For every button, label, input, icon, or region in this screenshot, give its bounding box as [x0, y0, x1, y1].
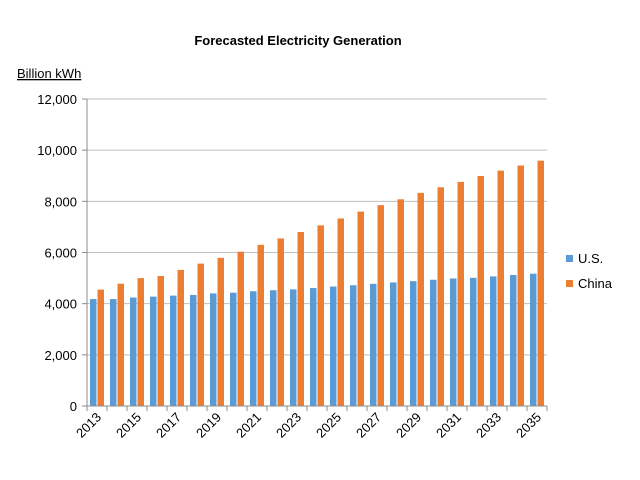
bar-us-2031 — [450, 278, 457, 406]
bar-china-2035 — [537, 160, 544, 406]
bar-china-2025 — [337, 218, 344, 406]
bar-us-2022 — [270, 290, 277, 406]
bar-china-2017 — [177, 269, 184, 406]
x-tick-label: 2017 — [153, 410, 184, 441]
bar-us-2024 — [310, 288, 317, 406]
bar-china-2019 — [217, 257, 224, 406]
x-tick-label: 2015 — [113, 410, 144, 441]
bar-us-2032 — [470, 277, 477, 406]
bar-us-2018 — [190, 294, 197, 406]
bar-china-2014 — [117, 283, 124, 406]
x-tick-label: 2027 — [353, 410, 384, 441]
bar-us-2014 — [110, 299, 117, 406]
y-tick-label: 8,000 — [44, 194, 77, 209]
bar-china-2032 — [477, 176, 484, 406]
y-tick-label: 12,000 — [37, 92, 77, 107]
bar-us-2023 — [290, 289, 297, 406]
bar-us-2017 — [170, 295, 177, 406]
x-tick-label: 2021 — [233, 410, 264, 441]
bar-us-2028 — [390, 282, 397, 406]
x-tick-label: 2023 — [273, 410, 304, 441]
bar-us-2034 — [510, 275, 517, 406]
bar-china-2024 — [317, 225, 324, 406]
bar-us-2021 — [250, 291, 257, 406]
bar-us-2016 — [150, 296, 157, 406]
bar-us-2019 — [210, 293, 217, 406]
y-tick-label: 0 — [70, 399, 77, 414]
bar-china-2026 — [357, 211, 364, 406]
bar-us-2020 — [230, 292, 237, 406]
bar-us-2035 — [530, 273, 537, 406]
legend-label: China — [578, 276, 613, 291]
x-tick-label: 2013 — [73, 410, 104, 441]
bar-china-2015 — [137, 278, 144, 406]
bar-china-2018 — [197, 263, 204, 406]
bar-china-2013 — [97, 289, 104, 406]
bar-china-2033 — [497, 170, 504, 406]
x-tick-label: 2033 — [473, 410, 504, 441]
bar-china-2016 — [157, 276, 164, 406]
bar-china-2034 — [517, 165, 524, 406]
bar-china-2028 — [397, 199, 404, 406]
bar-china-2029 — [417, 192, 424, 406]
x-tick-label: 2025 — [313, 410, 344, 441]
bar-us-2013 — [90, 299, 97, 406]
bar-us-2025 — [330, 286, 337, 406]
x-tick-label: 2029 — [393, 410, 424, 441]
bar-china-2031 — [457, 181, 464, 406]
bar-us-2030 — [430, 279, 437, 406]
bar-china-2022 — [277, 238, 284, 406]
bar-china-2021 — [257, 244, 264, 406]
bar-us-2027 — [370, 283, 377, 406]
y-axis-label: Billion kWh — [17, 66, 81, 81]
x-tick-label: 2031 — [433, 410, 464, 441]
bar-us-2029 — [410, 281, 417, 406]
legend-swatch — [566, 255, 573, 262]
bar-china-2030 — [437, 187, 444, 406]
bar-china-2020 — [237, 251, 244, 406]
legend-label: U.S. — [578, 251, 603, 266]
chart-title: Forecasted Electricity Generation — [194, 33, 401, 48]
y-tick-label: 6,000 — [44, 246, 77, 261]
y-tick-label: 4,000 — [44, 297, 77, 312]
bar-china-2027 — [377, 205, 384, 406]
bar-china-2023 — [297, 232, 304, 406]
bar-us-2026 — [350, 285, 357, 406]
bar-us-2033 — [490, 276, 497, 406]
legend-swatch — [566, 280, 573, 287]
x-tick-label: 2035 — [513, 410, 544, 441]
bar-us-2015 — [130, 297, 137, 406]
y-tick-label: 10,000 — [37, 143, 77, 158]
y-tick-label: 2,000 — [44, 348, 77, 363]
x-tick-label: 2019 — [193, 410, 224, 441]
